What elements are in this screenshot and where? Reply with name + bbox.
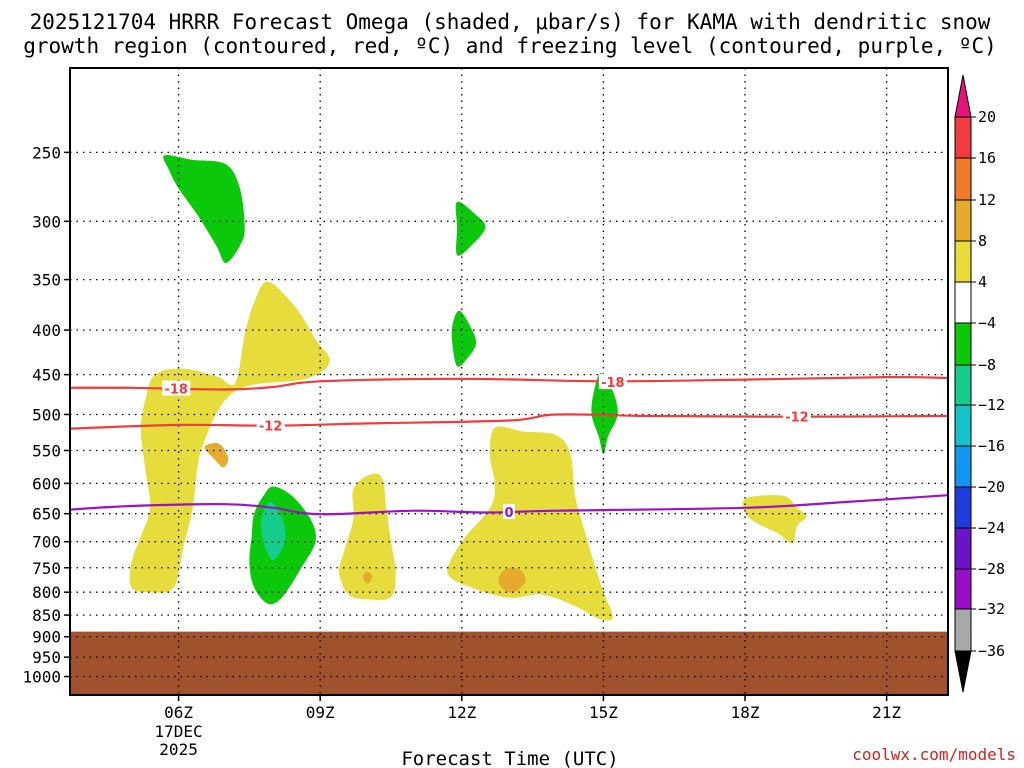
omega-region-upward-400-12z — [451, 310, 477, 367]
plot-area: -18 -12 0 -18 -12 — [69, 67, 949, 696]
contour-label-freezing-level: 0 — [504, 506, 513, 521]
colorbar-label: 16 — [978, 149, 996, 167]
colorbar-label: 12 — [978, 191, 996, 209]
y-tick-label: 300 — [32, 212, 61, 231]
contour-label-extra-1: -12 — [785, 411, 809, 426]
contour-label-extra-0-bg — [598, 374, 627, 390]
colorbar-label: 20 — [978, 108, 996, 126]
colorbar-label: −36 — [978, 642, 1005, 660]
omega-region-downward-350-650-early — [129, 281, 330, 593]
colorbar-label: −20 — [978, 478, 1005, 496]
contour-label-dendritic-bottom-bg — [256, 417, 285, 433]
colorbar-bottom-arrow — [954, 650, 972, 693]
omega-region-upward-250-300-early — [163, 155, 245, 263]
colorbar-segment — [954, 486, 972, 529]
y-tick-label: 800 — [32, 583, 61, 602]
y-tick-label: 400 — [32, 321, 61, 340]
contour-freezing-level — [69, 494, 949, 516]
colorbar-label: −32 — [978, 600, 1005, 618]
y-tick-label: 250 — [32, 143, 61, 162]
y-tick-label: 1000 — [22, 668, 61, 687]
colorbar-label: 8 — [978, 232, 987, 250]
x-tick-label: 12Z — [447, 703, 476, 722]
x-tick-label: 15Z — [589, 703, 618, 722]
colorbar-segment — [954, 608, 972, 652]
y-tick-label: 750 — [32, 559, 61, 578]
contour-label-dendritic-bottom: -12 — [259, 420, 283, 435]
y-tick-label: 900 — [32, 628, 61, 647]
omega-shading-layer — [129, 155, 807, 621]
x-tick-label: 09Z — [306, 703, 335, 722]
title-line-1: 2025121704 HRRR Forecast Omega (shaded, … — [30, 10, 991, 34]
y-tick-label: 650 — [32, 505, 61, 524]
colorbar-label: 4 — [978, 273, 987, 291]
title-line-2: growth region (contoured, red, ºC) and f… — [23, 34, 997, 58]
y-tick-label: 450 — [32, 366, 61, 385]
omega-region-upward-640-730-08z — [260, 501, 286, 561]
x-tick-date: 17DEC — [154, 722, 202, 741]
omega-region-downward-600-800-0930 — [338, 473, 396, 600]
contour-dendritic-bottom — [69, 413, 949, 430]
y-tick-label: 700 — [32, 533, 61, 552]
colorbar-segment — [954, 322, 972, 366]
colorbar-segment — [954, 240, 972, 283]
omega-region-downward-760-800-13z — [498, 567, 526, 593]
colorbar-label: −16 — [978, 437, 1005, 455]
omega-region-downward-520-860-13z — [447, 426, 613, 621]
colorbar-segment — [954, 568, 972, 610]
contour-label-dendritic-top: -18 — [164, 383, 188, 398]
credit-text: coolwx.com/models — [852, 745, 1016, 764]
contour-dendritic-top — [69, 375, 949, 391]
colorbar: 20 16 12 8 4 −4 −8 −12 −16 −20 −24 −28 −32 −36 — [954, 74, 1005, 693]
plot-frame — [69, 67, 949, 696]
x-tick-label: 06Z — [164, 703, 193, 722]
colorbar-segment — [954, 281, 972, 324]
colorbar-segment — [954, 404, 972, 447]
omega-region-downward-530-580-07z — [204, 443, 229, 468]
x-tick-label: 21Z — [872, 703, 901, 722]
colorbar-segment — [954, 157, 972, 201]
colorbar-segment — [954, 199, 972, 242]
omega-region-downward-760-780-10z — [362, 571, 373, 584]
colorbar-segment — [954, 364, 972, 406]
colorbar-label: −24 — [978, 519, 1005, 537]
colorbar-top-arrow — [954, 74, 972, 118]
y-tick-label: 850 — [32, 606, 61, 625]
x-tick-label: 18Z — [731, 703, 760, 722]
y-tick-label: 600 — [32, 474, 61, 493]
below-ground-terrain — [70, 631, 948, 695]
colorbar-label: −12 — [978, 396, 1005, 414]
contour-layer: -18 -12 0 -18 -12 — [69, 374, 949, 521]
colorbar-label: −8 — [978, 356, 996, 374]
y-tick-label: 550 — [32, 442, 61, 461]
y-tick-label: 950 — [32, 648, 61, 667]
colorbar-segment — [954, 445, 972, 488]
omega-region-upward-300-12z — [455, 201, 486, 256]
colorbar-segment — [954, 116, 972, 159]
colorbar-segment — [954, 527, 972, 570]
colorbar-label: −4 — [978, 314, 996, 332]
y-tick-label: 500 — [32, 405, 61, 424]
x-tick-year: 2025 — [159, 740, 198, 759]
omega-region-upward-450-550-15z — [591, 372, 618, 454]
contour-label-freezing-level-bg — [503, 503, 515, 519]
y-tick-label: 350 — [32, 271, 61, 290]
y-axis-ticks: 250 300 350 400 450 500 550 600 650 700 750 800 850 9… — [22, 143, 70, 687]
contour-label-extra-0: -18 — [601, 376, 625, 391]
contour-label-extra-1-bg — [782, 408, 811, 424]
colorbar-label: −28 — [978, 560, 1005, 578]
x-axis-label: Forecast Time (UTC) — [401, 748, 618, 768]
contour-label-dendritic-top-bg — [162, 380, 191, 396]
